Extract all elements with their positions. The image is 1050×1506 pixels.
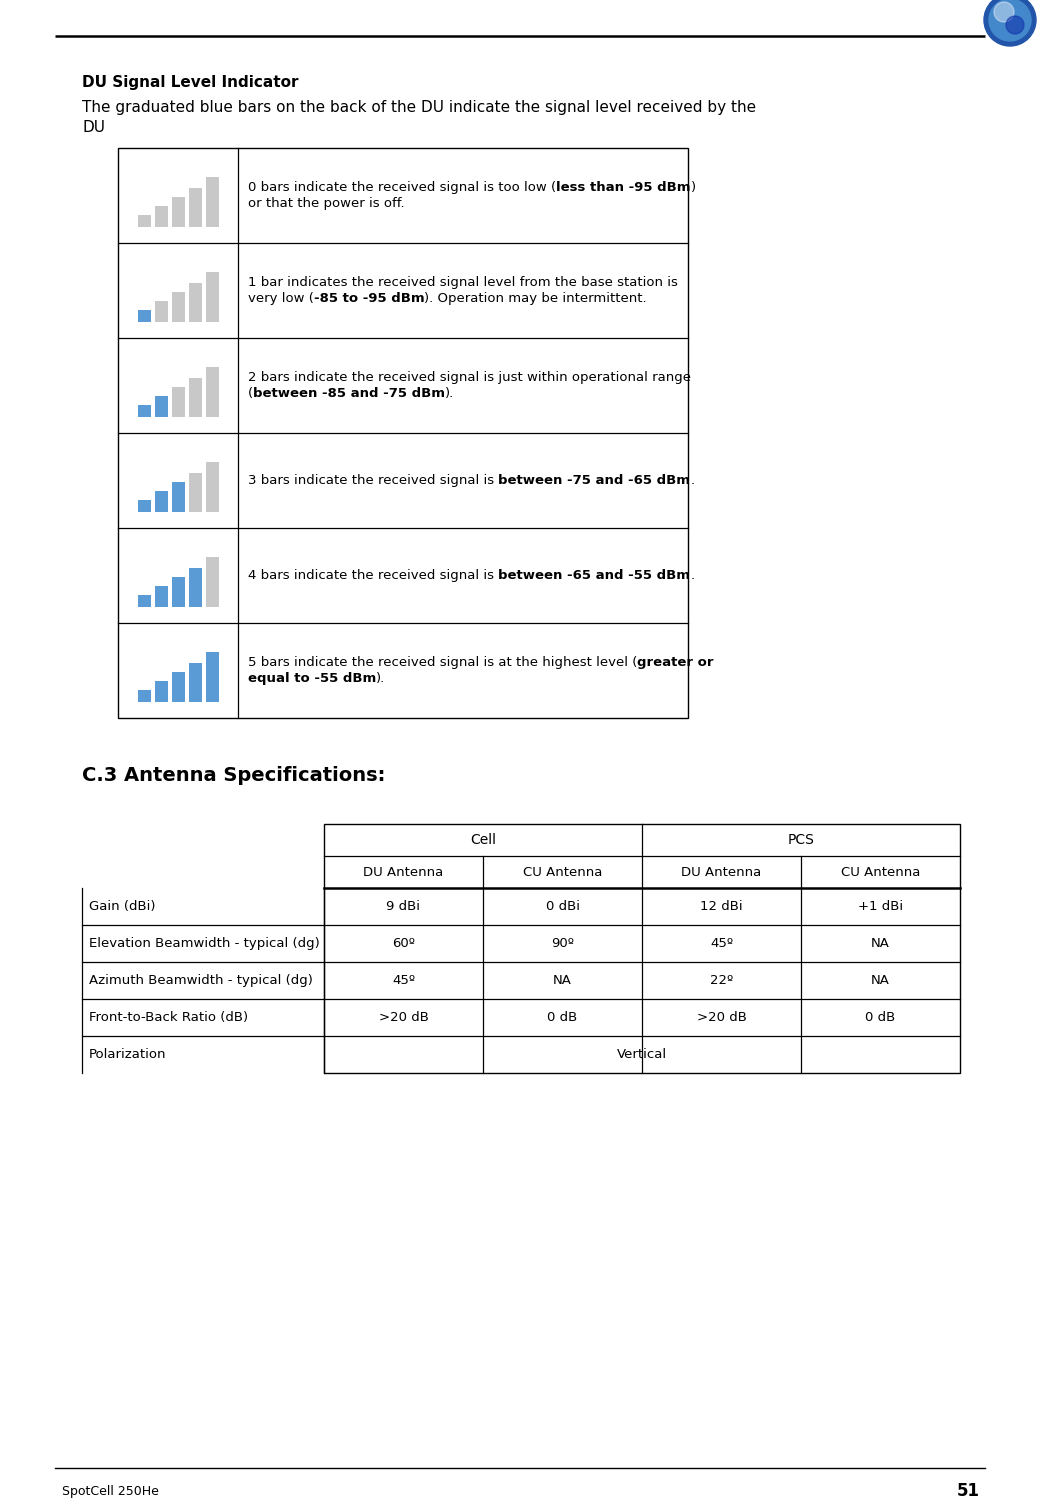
Text: 90º: 90º [551,937,574,950]
Text: 45º: 45º [710,937,733,950]
Text: Gain (dBi): Gain (dBi) [89,901,155,913]
Text: ): ) [691,181,696,194]
Bar [154,396,168,417]
Bar [118,148,688,718]
Text: CU Antenna: CU Antenna [841,866,920,878]
Circle shape [1006,17,1024,35]
Text: >20 dB: >20 dB [379,1011,428,1024]
Text: greater or: greater or [637,657,714,669]
Text: 0 dBi: 0 dBi [546,901,580,913]
Circle shape [994,2,1014,23]
Text: between -75 and -65 dBm: between -75 and -65 dBm [499,474,691,486]
Text: NA: NA [872,937,890,950]
Bar [138,215,150,227]
Bar [138,310,150,322]
Text: PCS: PCS [788,833,815,846]
Bar [138,405,150,417]
Text: Vertical: Vertical [617,1048,667,1062]
Text: Cell: Cell [470,833,496,846]
Bar [171,577,185,607]
Text: NA: NA [872,974,890,986]
Bar [206,273,218,322]
Text: less than -95 dBm: less than -95 dBm [556,181,691,194]
Text: +1 dBi: +1 dBi [858,901,903,913]
Text: ).: ). [376,672,385,685]
Text: NA: NA [553,974,572,986]
Text: 2 bars indicate the received signal is just within operational range: 2 bars indicate the received signal is j… [248,370,691,384]
Text: 51: 51 [957,1482,980,1500]
Text: very low (: very low ( [248,292,314,306]
Text: CU Antenna: CU Antenna [523,866,603,878]
Bar [138,595,150,607]
Text: 0 bars indicate the received signal is too low (: 0 bars indicate the received signal is t… [248,181,556,194]
Bar [189,283,202,322]
Text: 9 dBi: 9 dBi [386,901,420,913]
Bar [189,663,202,702]
Text: (: ( [248,387,253,401]
Bar [154,586,168,607]
Text: 1 bar indicates the received signal level from the base station is: 1 bar indicates the received signal leve… [248,276,678,289]
Bar [154,301,168,322]
Text: DU Antenna: DU Antenna [363,866,443,878]
Bar [171,197,185,227]
Text: 12 dBi: 12 dBi [700,901,742,913]
Text: between -65 and -55 dBm: between -65 and -55 dBm [499,569,690,581]
Bar [189,568,202,607]
Bar [154,681,168,702]
Text: 3 bars indicate the received signal is: 3 bars indicate the received signal is [248,474,499,486]
Text: SpotCell 250He: SpotCell 250He [62,1485,159,1498]
Bar [171,387,185,417]
Text: or that the power is off.: or that the power is off. [248,197,404,209]
Bar [171,672,185,702]
Text: 0 dB: 0 dB [865,1011,896,1024]
Text: ).: ). [445,387,455,401]
Text: 5 bars indicate the received signal is at the highest level (: 5 bars indicate the received signal is a… [248,657,637,669]
Circle shape [984,0,1036,47]
Text: equal to -55 dBm: equal to -55 dBm [248,672,376,685]
Text: DU Signal Level Indicator: DU Signal Level Indicator [82,75,298,90]
Text: C.3 Antenna Specifications:: C.3 Antenna Specifications: [82,767,385,785]
Bar [138,500,150,512]
Bar [206,652,218,702]
Bar [154,491,168,512]
Bar [206,557,218,607]
Text: 60º: 60º [392,937,415,950]
Text: Front-to-Back Ratio (dB): Front-to-Back Ratio (dB) [89,1011,248,1024]
Bar [171,292,185,322]
Bar [189,188,202,227]
Bar [206,367,218,417]
Bar [171,482,185,512]
Text: ). Operation may be intermittent.: ). Operation may be intermittent. [424,292,647,306]
Text: Elevation Beamwidth - typical (dg): Elevation Beamwidth - typical (dg) [89,937,320,950]
Text: 0 dB: 0 dB [547,1011,578,1024]
Bar [206,178,218,227]
Bar [189,378,202,417]
Bar [189,473,202,512]
Text: >20 dB: >20 dB [696,1011,747,1024]
Text: .: . [690,569,694,581]
Text: 22º: 22º [710,974,733,986]
Text: DU: DU [82,120,105,136]
Bar [206,462,218,512]
Text: 4 bars indicate the received signal is: 4 bars indicate the received signal is [248,569,499,581]
Bar [324,824,960,1072]
Text: .: . [691,474,694,486]
Text: Polarization: Polarization [89,1048,167,1062]
Text: between -85 and -75 dBm: between -85 and -75 dBm [253,387,445,401]
Circle shape [989,0,1031,41]
Text: -85 to -95 dBm: -85 to -95 dBm [314,292,424,306]
Text: DU Antenna: DU Antenna [681,866,761,878]
Bar [138,690,150,702]
Bar [154,206,168,227]
Text: Azimuth Beamwidth - typical (dg): Azimuth Beamwidth - typical (dg) [89,974,313,986]
Text: 45º: 45º [392,974,415,986]
Text: The graduated blue bars on the back of the DU indicate the signal level received: The graduated blue bars on the back of t… [82,99,756,114]
